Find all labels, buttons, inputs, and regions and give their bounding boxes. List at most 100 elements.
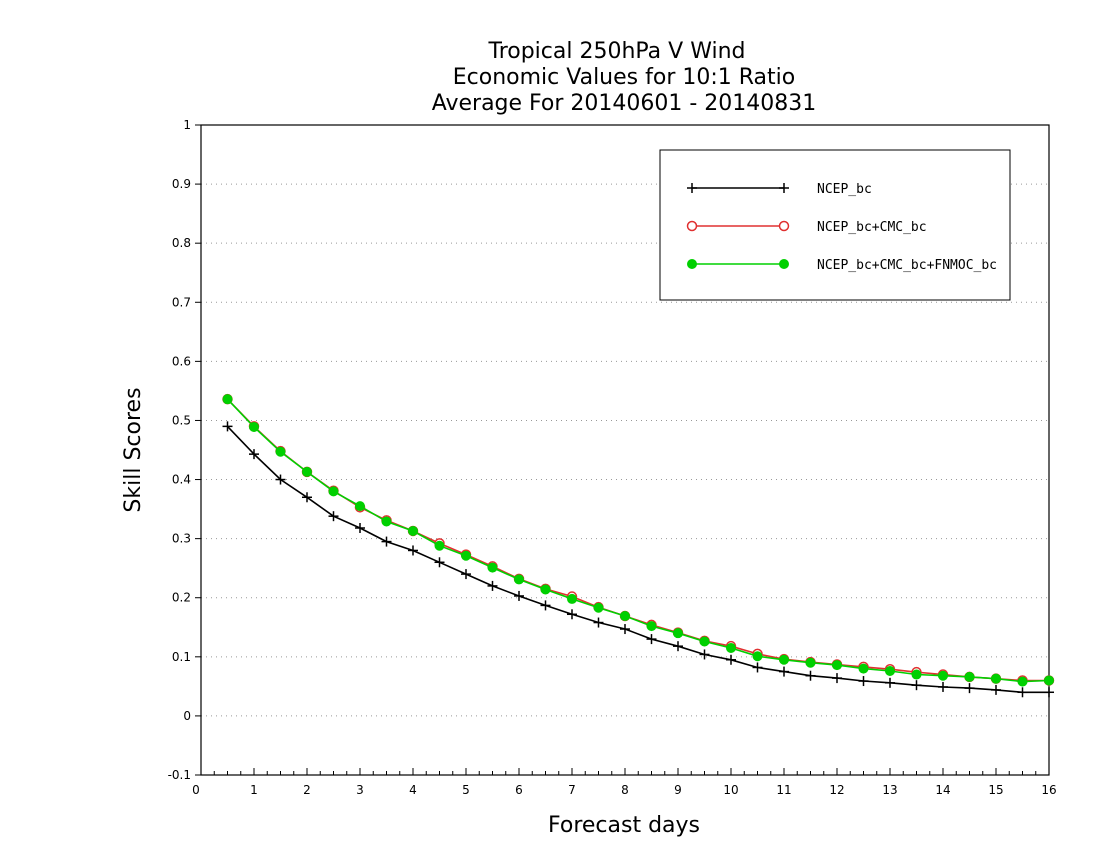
data-point [275, 474, 286, 485]
data-point [991, 673, 1001, 684]
x-tick-label: 4 [409, 783, 417, 797]
data-point [885, 677, 895, 688]
x-axis-label: Forecast days [548, 813, 700, 838]
data-point [964, 671, 975, 682]
data-point [832, 673, 842, 684]
data-point [699, 649, 710, 660]
legend: NCEP_bc NCEP_bc+CMC_bc NCEP_bc+CMC_bc+FNMO… [659, 149, 1011, 301]
y-tick-label: 1 [183, 118, 191, 132]
y-axis-label: Skill Scores [121, 387, 146, 512]
series-NCEP_bc [222, 421, 1054, 698]
data-point [673, 641, 683, 652]
series-line [226, 398, 1049, 682]
data-point [673, 628, 683, 639]
data-point [461, 569, 471, 580]
x-tick-label: 5 [462, 783, 470, 797]
data-point [620, 624, 630, 635]
data-point [938, 670, 948, 681]
data-point [567, 593, 577, 604]
legend-entry: NCEP_bc+CMC_bc [686, 220, 927, 235]
data-point [434, 540, 445, 551]
y-tick-label: 0.3 [172, 532, 191, 546]
data-point [1017, 687, 1028, 698]
data-point [302, 492, 312, 503]
y-tick-label: 0.6 [172, 354, 191, 368]
y-tick-label: 0.1 [172, 650, 191, 664]
data-point [699, 636, 710, 647]
y-tick-label: 0.9 [172, 177, 191, 191]
data-point [302, 466, 312, 477]
y-tick-label: 0 [183, 709, 191, 723]
legend-marker [778, 220, 790, 232]
data-point [858, 663, 869, 674]
legend-marker [687, 183, 697, 193]
x-tick-label: 11 [776, 783, 791, 797]
data-point [461, 550, 471, 561]
data-point [275, 446, 286, 457]
x-tick-label: 0 [192, 783, 200, 797]
y-tick-label: 0.8 [172, 236, 191, 250]
x-tick-label: 7 [568, 783, 576, 797]
data-point [328, 486, 339, 497]
legend-entry: NCEP_bc+CMC_bc+FNMOC_bc [687, 258, 997, 273]
data-point [620, 611, 630, 622]
data-point [885, 666, 895, 676]
data-point [567, 609, 577, 620]
data-point [222, 394, 233, 405]
data-point [1017, 676, 1028, 687]
data-point [434, 557, 445, 568]
data-point [805, 657, 816, 668]
series-line [226, 425, 1049, 694]
data-point [514, 574, 524, 585]
legend-entry: NCEP_bc [687, 182, 872, 197]
series-layer [222, 393, 1055, 698]
chart-subtitle-line-1: Economic Values for 10:1 Ratio [453, 65, 795, 90]
data-point [1044, 687, 1054, 698]
y-tick-label: 0.7 [172, 295, 191, 309]
x-tick-label: 16 [1041, 783, 1056, 797]
y-tick-label: 0.5 [172, 413, 191, 427]
data-point [646, 621, 657, 632]
x-tick-label: 15 [988, 783, 1003, 797]
x-tick-label: 12 [829, 783, 844, 797]
data-point [991, 684, 1001, 695]
data-point [752, 662, 763, 673]
data-point [593, 617, 604, 628]
chart-subtitle-line-2: Average For 20140601 - 20140831 [432, 91, 817, 116]
data-point [726, 654, 736, 665]
x-tick-label: 3 [356, 783, 364, 797]
series-line [226, 398, 1050, 683]
data-point [805, 670, 816, 681]
legend-label: NCEP_bc+CMC_bc [817, 220, 927, 235]
legend-label: NCEP_bc [817, 182, 872, 197]
series-NCEP_bc+CMC_bc [222, 393, 1055, 686]
x-tick-label: 6 [515, 783, 523, 797]
series-NCEP_bc+CMC_bc+FNMOC_bc [222, 394, 1054, 687]
data-point [911, 680, 922, 691]
data-point [381, 536, 392, 547]
data-point [779, 666, 789, 677]
legend-box [659, 149, 1011, 301]
data-point [514, 590, 524, 601]
data-point [355, 523, 365, 533]
data-point [832, 660, 842, 671]
data-point [381, 516, 392, 527]
y-tick-label: 0.2 [172, 591, 191, 605]
legend-marker [779, 259, 789, 269]
data-point [249, 449, 259, 460]
x-tick-label: 1 [250, 783, 258, 797]
data-point [408, 525, 418, 536]
legend-label: NCEP_bc+CMC_bc+FNMOC_bc [817, 258, 997, 273]
y-tick-label: -0.1 [168, 768, 191, 782]
x-tick-label: 8 [621, 783, 629, 797]
y-tick-label: 0.4 [172, 473, 191, 487]
data-point [779, 654, 789, 665]
data-point [355, 501, 365, 512]
data-point [646, 634, 657, 645]
data-point [752, 651, 763, 662]
data-point [222, 421, 233, 432]
x-tick-label: 10 [723, 783, 738, 797]
x-tick-label: 13 [882, 783, 897, 797]
data-point [540, 584, 551, 595]
